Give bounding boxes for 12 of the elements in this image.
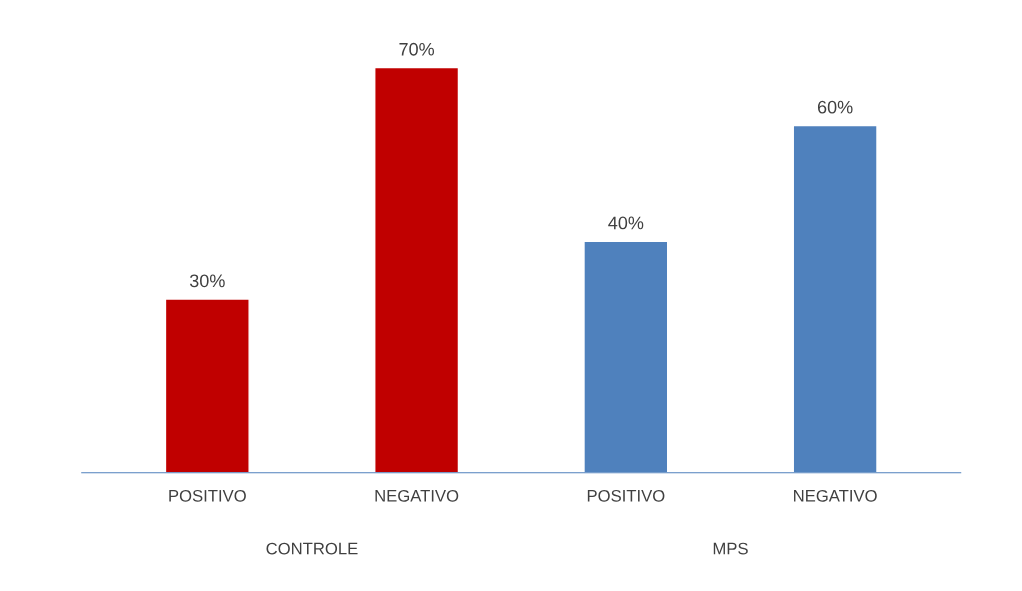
x-tick-label: POSITIVO xyxy=(169,489,246,502)
data-label: 40% xyxy=(608,216,644,230)
text: CONTROLE xyxy=(266,542,358,555)
bar xyxy=(164,298,250,473)
x-tick-label: NEGATIVO xyxy=(794,489,877,502)
data-label: 30% xyxy=(189,274,225,288)
data-label: 70% xyxy=(399,42,435,56)
bar xyxy=(374,66,460,473)
x-tick-label: POSITIVO xyxy=(587,489,665,502)
text: MPS xyxy=(713,542,748,555)
data-label: 60% xyxy=(817,100,853,114)
x-tick-label: NEGATIVO xyxy=(375,489,459,502)
